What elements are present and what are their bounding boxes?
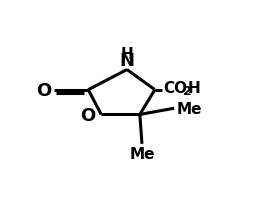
Text: O: O <box>37 81 52 99</box>
Text: CO: CO <box>163 80 187 95</box>
Text: H: H <box>120 47 133 62</box>
Text: O: O <box>81 107 96 125</box>
Text: Me: Me <box>129 146 155 161</box>
Text: Me: Me <box>176 101 202 116</box>
Text: 2: 2 <box>183 85 192 98</box>
Text: H: H <box>188 80 201 95</box>
Text: N: N <box>119 52 134 69</box>
